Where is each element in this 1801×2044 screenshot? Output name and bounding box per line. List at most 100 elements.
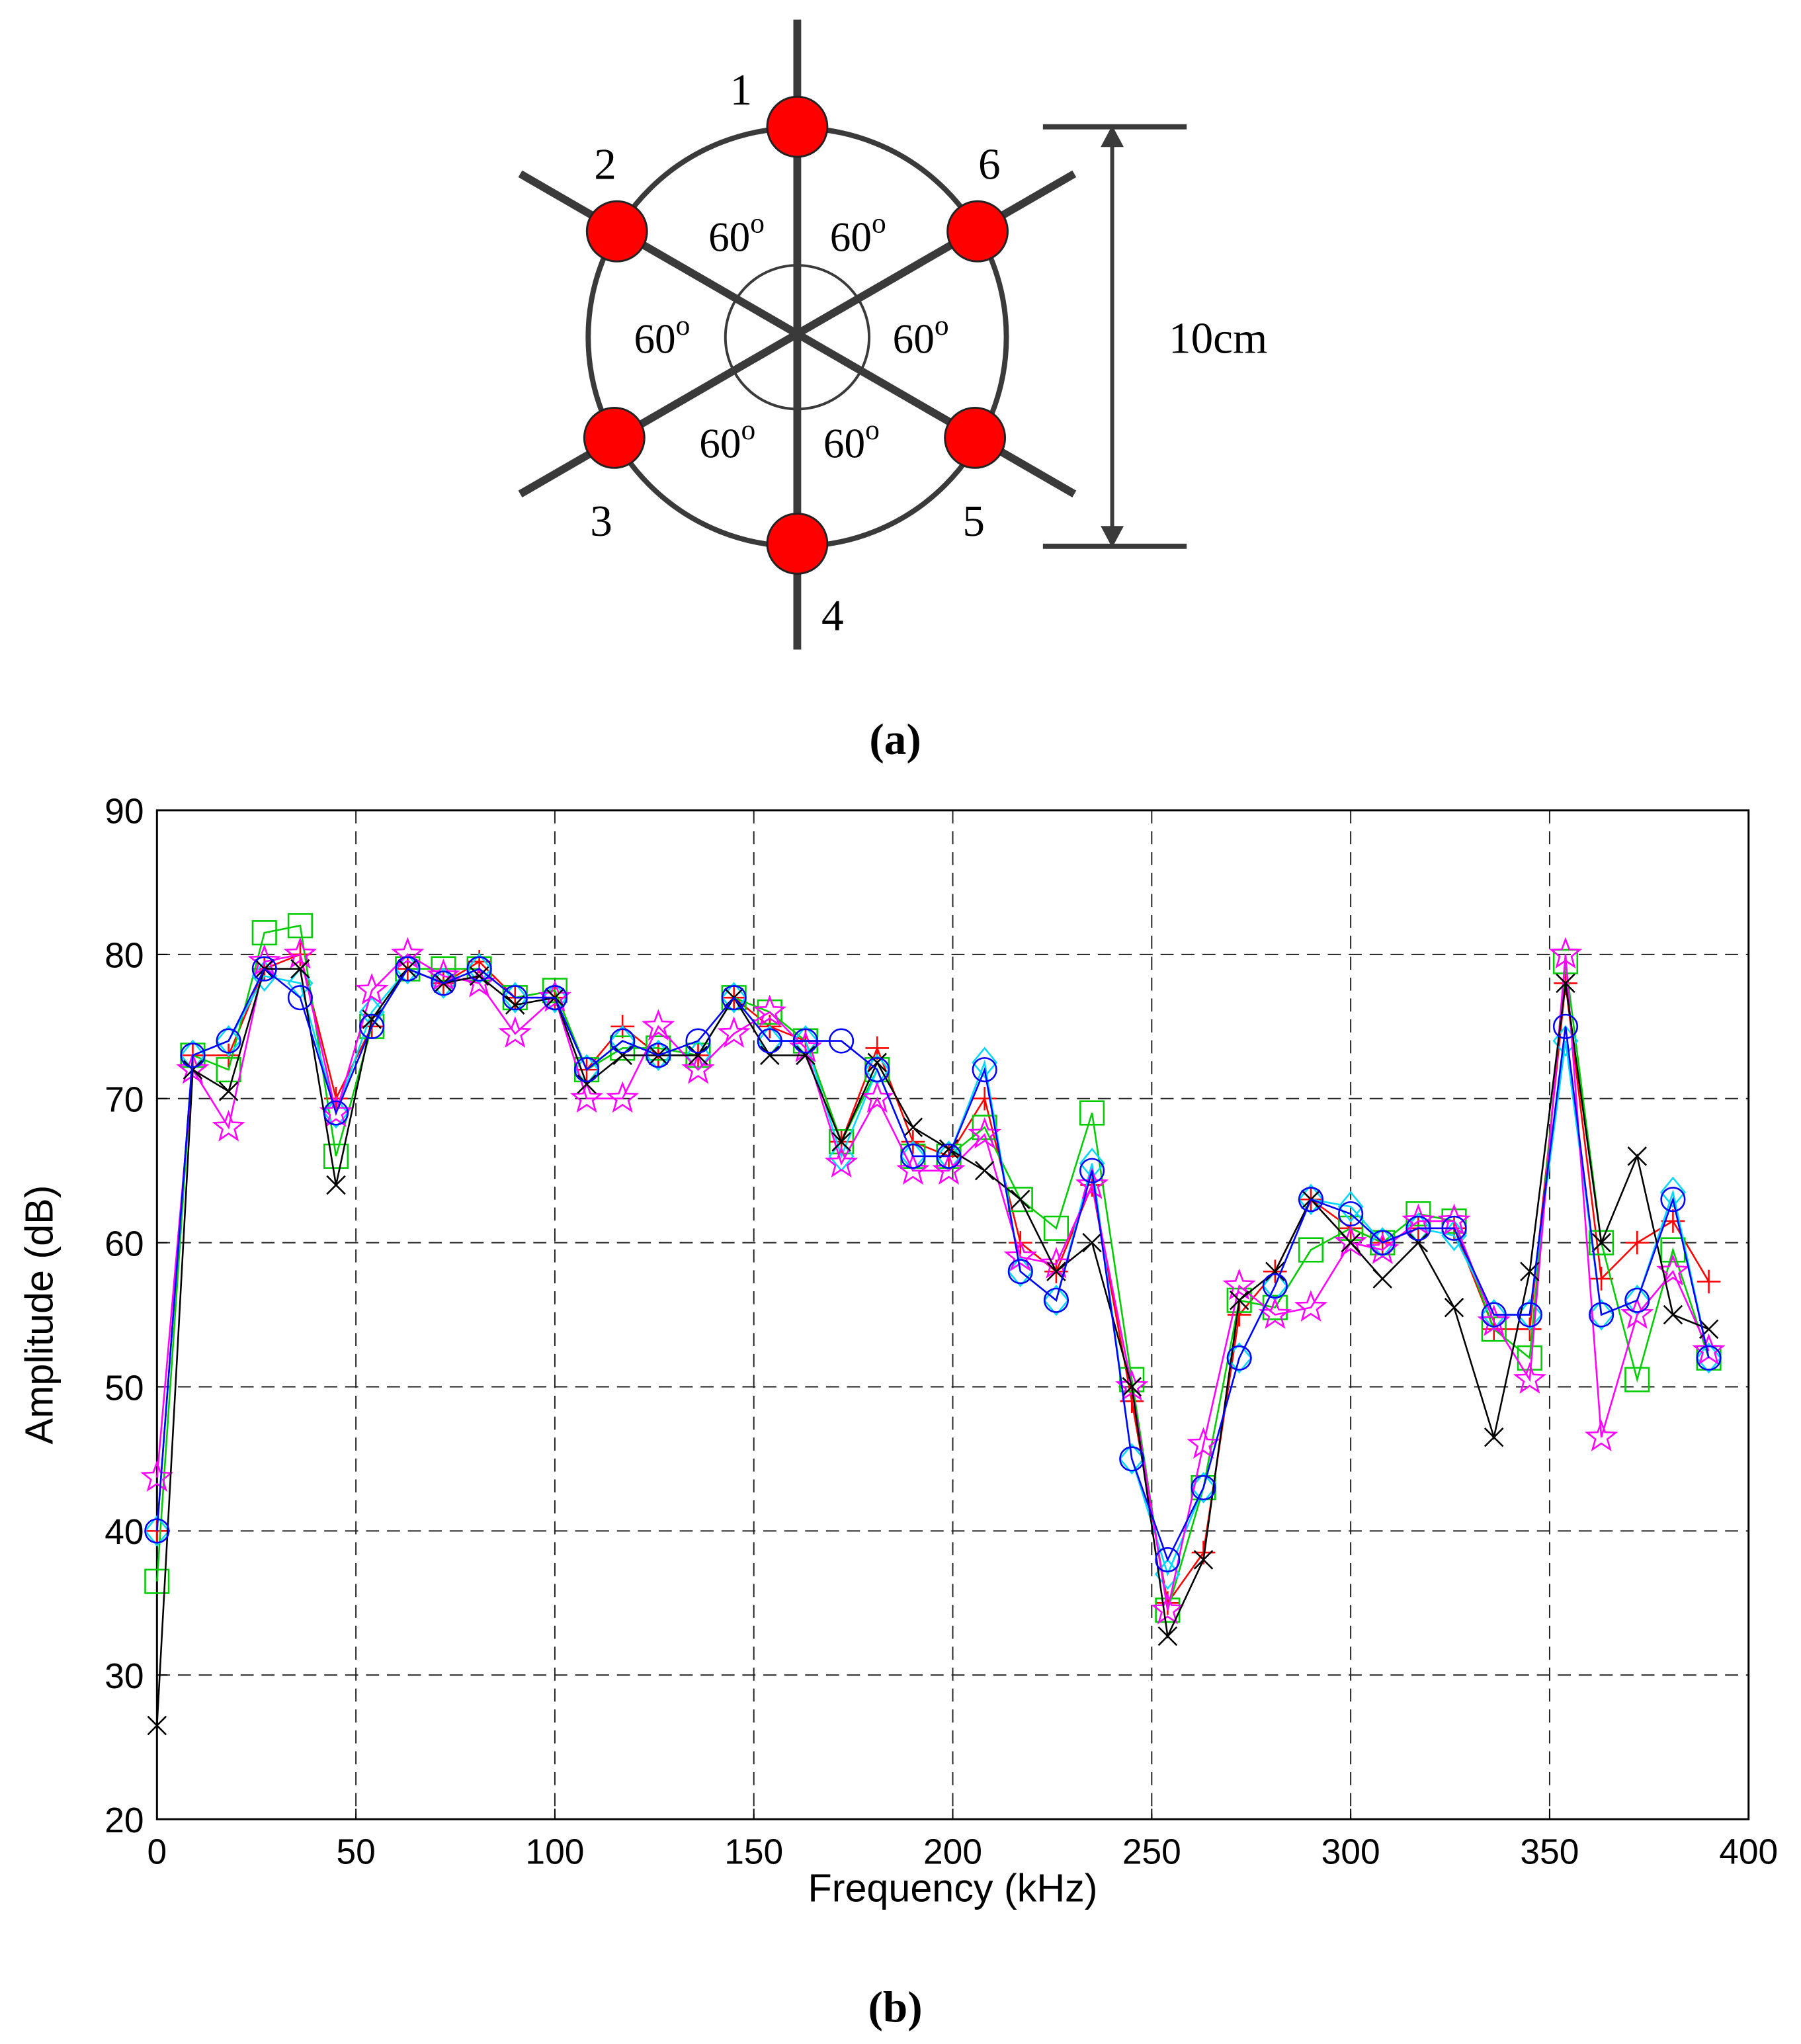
data-point <box>466 956 492 982</box>
x-tick-label: 100 <box>525 1832 584 1871</box>
node-label: 4 <box>821 590 844 640</box>
node-label: 6 <box>978 140 1001 189</box>
data-point <box>180 1043 206 1068</box>
data-point <box>1338 1201 1364 1227</box>
angle-value: 60 <box>699 420 741 466</box>
data-point <box>1624 1287 1650 1313</box>
data-point <box>323 1100 349 1126</box>
data-point <box>140 1460 174 1492</box>
x-tick-label: 350 <box>1520 1832 1579 1871</box>
data-point <box>831 1132 851 1152</box>
sensor <box>946 200 1009 263</box>
data-point <box>1484 1427 1504 1447</box>
data-point <box>1620 1297 1654 1329</box>
data-point <box>1660 1187 1686 1213</box>
data-point <box>1441 1215 1467 1241</box>
data-point <box>144 1518 170 1544</box>
data-point <box>1007 1259 1033 1285</box>
data-point <box>903 1117 923 1138</box>
data-point <box>1696 1342 1722 1374</box>
data-point <box>721 985 747 1011</box>
data-point <box>355 973 389 1005</box>
data-point <box>753 994 786 1027</box>
data-point <box>542 978 567 1003</box>
data-point <box>972 1086 997 1111</box>
sensor <box>583 406 646 469</box>
sensor <box>766 95 829 158</box>
data-point <box>1589 1230 1614 1256</box>
data-point <box>144 1515 170 1547</box>
data-point <box>1659 1176 1686 1209</box>
data-point <box>1118 1443 1145 1475</box>
data-point <box>1588 1299 1614 1331</box>
data-point <box>685 1028 711 1054</box>
data-point <box>1625 1230 1650 1255</box>
data-point <box>502 985 528 1011</box>
angle-label: 60o <box>830 208 886 261</box>
data-point <box>610 1028 636 1054</box>
data-point <box>359 1013 385 1039</box>
data-point <box>1298 1237 1324 1263</box>
sensor <box>766 512 829 575</box>
data-point <box>1402 1203 1435 1236</box>
data-point <box>1082 1232 1102 1253</box>
y-axis-label: Amplitude (dB) <box>17 1185 61 1445</box>
angle-value: 60 <box>893 316 935 362</box>
data-point <box>469 966 489 986</box>
degree-sign: o <box>741 414 755 446</box>
data-point <box>1265 1261 1285 1281</box>
data-point <box>569 1081 604 1113</box>
y-tick-label: 70 <box>105 1080 144 1119</box>
data-point <box>323 1143 349 1169</box>
data-point <box>1079 1158 1105 1183</box>
data-point <box>395 956 421 982</box>
data-point <box>391 937 425 969</box>
data-point <box>792 1028 819 1054</box>
data-point <box>1370 1230 1396 1256</box>
data-point <box>1079 1100 1105 1126</box>
data-point <box>1229 1291 1249 1310</box>
data-point <box>216 1028 241 1054</box>
data-point <box>646 1035 671 1061</box>
y-tick-label: 40 <box>105 1513 144 1552</box>
data-point <box>212 1109 245 1142</box>
angle-value: 60 <box>634 316 675 362</box>
data-point <box>290 958 310 979</box>
node-label: 1 <box>730 65 753 114</box>
data-point <box>717 1016 751 1048</box>
data-point <box>183 1060 203 1080</box>
data-point <box>721 982 747 1013</box>
data-point <box>1193 1550 1214 1570</box>
data-point <box>251 956 277 982</box>
data-point <box>1552 949 1579 974</box>
data-point <box>1043 1285 1069 1316</box>
data-point <box>1444 1297 1464 1318</box>
angle-value: 60 <box>830 214 872 260</box>
angle-label: 60o <box>893 310 949 362</box>
data-point <box>1298 1187 1324 1213</box>
data-point <box>1334 1225 1368 1257</box>
data-point <box>283 937 317 969</box>
data-point <box>867 1052 887 1072</box>
data-point <box>1372 1269 1392 1289</box>
data-point <box>542 985 567 1011</box>
data-point <box>144 1568 170 1594</box>
data-point <box>1624 1367 1650 1392</box>
data-point <box>1698 1319 1719 1340</box>
data-point <box>1584 1420 1618 1452</box>
angle-arc <box>724 264 871 411</box>
data-point <box>1155 1547 1181 1573</box>
data-point <box>431 970 456 996</box>
angle-label: 60o <box>699 414 755 467</box>
data-point <box>896 1153 930 1185</box>
data-point <box>1222 1268 1256 1300</box>
data-point <box>1157 1626 1178 1646</box>
angle-label: 60o <box>823 414 880 467</box>
node-label: 2 <box>594 140 616 189</box>
x-tick-label: 150 <box>724 1832 783 1871</box>
diagram <box>518 19 1187 650</box>
data-point <box>760 1045 780 1066</box>
dimension-label: 10cm <box>1169 313 1267 362</box>
data-point <box>1226 1345 1252 1371</box>
